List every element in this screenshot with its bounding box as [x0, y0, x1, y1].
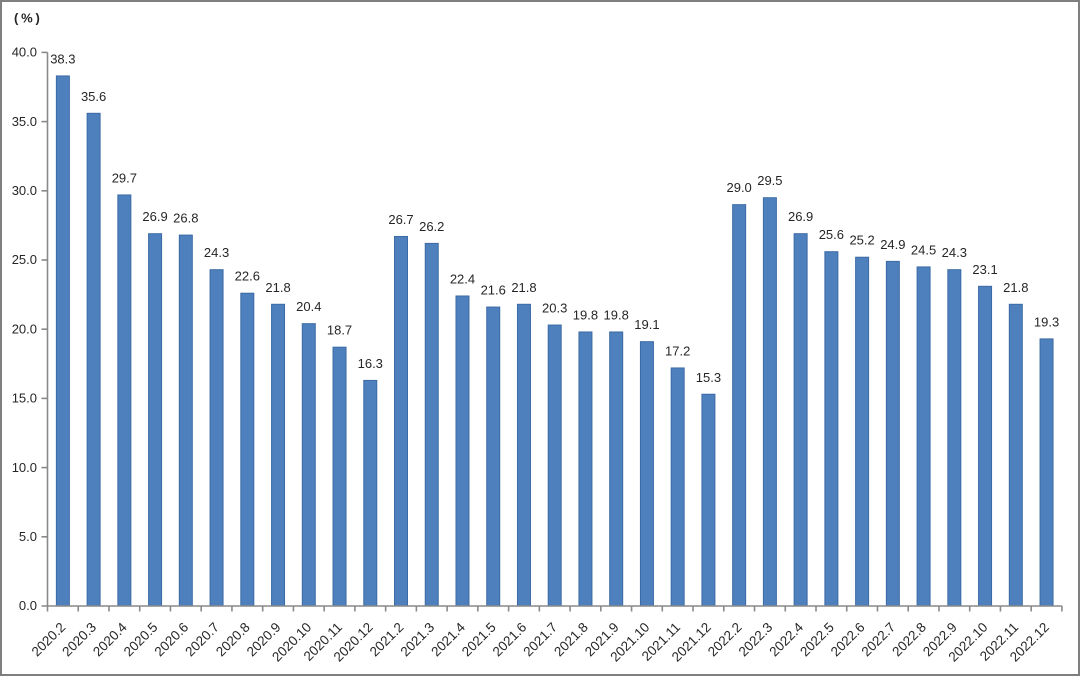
svg-text:20.4: 20.4	[296, 299, 321, 314]
svg-text:29.5: 29.5	[757, 173, 782, 188]
svg-text:24.3: 24.3	[204, 245, 229, 260]
svg-text:35.6: 35.6	[81, 89, 106, 104]
svg-text:15.0: 15.0	[12, 391, 37, 406]
svg-text:25.0: 25.0	[12, 252, 37, 267]
svg-text:24.9: 24.9	[880, 237, 905, 252]
svg-text:19.3: 19.3	[1034, 314, 1059, 329]
svg-text:38.3: 38.3	[50, 51, 75, 66]
svg-text:20.3: 20.3	[542, 301, 567, 316]
svg-text:35.0: 35.0	[12, 114, 37, 129]
svg-text:19.8: 19.8	[604, 307, 629, 322]
svg-text:26.8: 26.8	[173, 211, 198, 226]
svg-text:30.0: 30.0	[12, 183, 37, 198]
svg-text:15.3: 15.3	[696, 370, 721, 385]
svg-text:10.0: 10.0	[12, 460, 37, 475]
svg-text:5.0: 5.0	[19, 529, 37, 544]
svg-text:23.1: 23.1	[972, 262, 997, 277]
svg-text:17.2: 17.2	[665, 343, 690, 358]
svg-text:21.8: 21.8	[511, 280, 536, 295]
svg-text:19.8: 19.8	[573, 307, 598, 322]
svg-text:22.4: 22.4	[450, 271, 475, 286]
svg-text:21.6: 21.6	[481, 283, 506, 298]
svg-text:25.2: 25.2	[849, 233, 874, 248]
svg-text:(%): (%)	[14, 11, 43, 26]
svg-text:16.3: 16.3	[358, 356, 383, 371]
svg-text:0.0: 0.0	[19, 598, 37, 613]
svg-text:26.2: 26.2	[419, 219, 444, 234]
svg-text:21.8: 21.8	[1003, 280, 1028, 295]
svg-text:24.3: 24.3	[942, 245, 967, 260]
svg-text:25.6: 25.6	[819, 227, 844, 242]
svg-text:26.9: 26.9	[788, 209, 813, 224]
svg-text:21.8: 21.8	[265, 280, 290, 295]
svg-text:40.0: 40.0	[12, 45, 37, 60]
svg-text:22.6: 22.6	[235, 269, 260, 284]
svg-text:20.0: 20.0	[12, 321, 37, 336]
svg-text:29.0: 29.0	[726, 180, 751, 195]
svg-text:29.7: 29.7	[112, 170, 137, 185]
svg-text:26.7: 26.7	[388, 212, 413, 227]
svg-text:24.5: 24.5	[911, 242, 936, 257]
svg-text:19.1: 19.1	[634, 317, 659, 332]
svg-text:18.7: 18.7	[327, 323, 352, 338]
svg-text:26.9: 26.9	[142, 209, 167, 224]
